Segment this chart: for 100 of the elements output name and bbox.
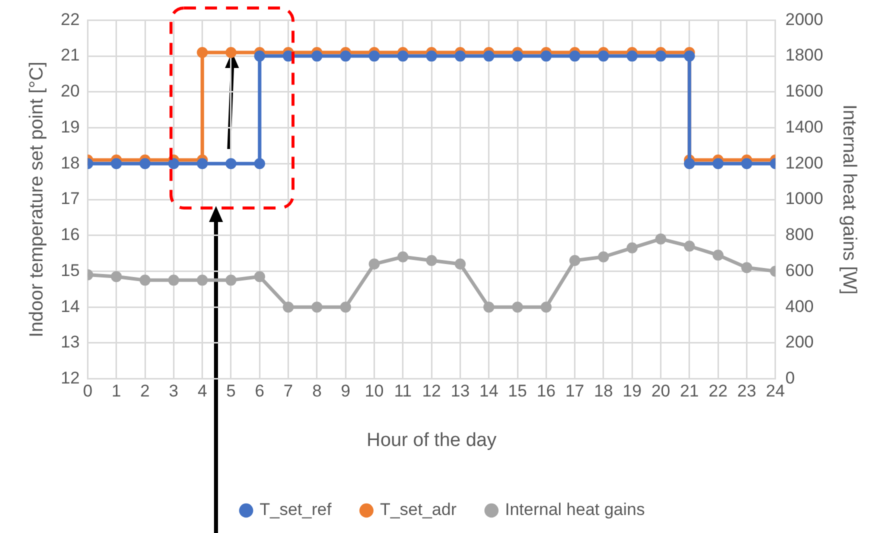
y-tick-label: 16 xyxy=(60,225,80,244)
x-tick-label: 0 xyxy=(82,382,92,401)
y2-tick-label: 0 xyxy=(785,368,795,388)
point xyxy=(196,274,208,286)
y-tick-label: 17 xyxy=(60,189,80,208)
point xyxy=(540,50,552,62)
x-tick-label: 18 xyxy=(594,382,613,401)
point xyxy=(598,50,609,62)
x-tick-label: 8 xyxy=(312,382,322,401)
y-tick-label: 12 xyxy=(60,368,80,388)
y2-tick-label: 600 xyxy=(785,260,814,280)
point xyxy=(397,251,408,262)
point xyxy=(454,50,466,62)
x-tick-label: 16 xyxy=(536,382,556,401)
point xyxy=(655,50,666,62)
point xyxy=(282,302,294,313)
point xyxy=(426,254,438,266)
point xyxy=(168,274,180,286)
point xyxy=(254,50,266,62)
point xyxy=(110,158,122,170)
y-axis-title: Indoor temperature set point [°C] xyxy=(26,62,48,338)
point xyxy=(684,158,695,170)
point xyxy=(712,158,724,170)
point xyxy=(684,240,695,252)
x-tick-label: 1 xyxy=(112,382,122,401)
point xyxy=(626,242,638,254)
x-tick-label: 23 xyxy=(737,382,756,401)
x-tick-label: 12 xyxy=(422,382,442,401)
y2-tick-label: 1600 xyxy=(785,82,824,101)
point xyxy=(655,233,666,244)
point xyxy=(426,50,438,62)
point xyxy=(741,262,752,274)
y2-tick-label: 1200 xyxy=(785,153,824,172)
point xyxy=(140,158,151,170)
legend-label: T_set_ref xyxy=(260,500,332,520)
point xyxy=(512,302,524,313)
y-tick-label: 18 xyxy=(60,153,80,172)
point xyxy=(225,274,236,286)
y2-tick-label: 2000 xyxy=(785,10,824,29)
point xyxy=(712,250,724,261)
legend-label: Internal heat gains xyxy=(504,500,645,520)
point xyxy=(311,302,322,313)
x-tick-label: 2 xyxy=(140,382,150,401)
x-tick-label: 22 xyxy=(708,382,728,401)
point xyxy=(340,50,352,62)
legend-label: T_set_adr xyxy=(380,500,457,520)
point xyxy=(512,50,524,62)
x-tick-label: 10 xyxy=(364,382,384,401)
point xyxy=(311,50,322,62)
x-tick-label: 7 xyxy=(284,382,294,401)
x-axis-title: Hour of the day xyxy=(366,430,497,451)
x-tick-label: 21 xyxy=(680,382,699,401)
x-tick-label: 11 xyxy=(394,382,412,401)
point xyxy=(569,50,580,62)
y2-tick-label: 800 xyxy=(785,225,814,244)
point xyxy=(483,50,494,62)
point xyxy=(168,158,180,170)
y2-tick-label: 1400 xyxy=(785,117,824,136)
y2-tick-label: 1000 xyxy=(785,189,824,208)
point xyxy=(741,158,752,170)
x-tick-label: 6 xyxy=(254,382,264,401)
point xyxy=(225,46,236,58)
point xyxy=(598,251,609,262)
point xyxy=(196,46,208,58)
point xyxy=(684,50,695,62)
x-tick-label: 9 xyxy=(340,382,350,401)
y2-tick-label: 400 xyxy=(785,296,814,316)
x-tick-label: 13 xyxy=(450,382,470,401)
x-tick-label: 4 xyxy=(198,382,208,401)
point xyxy=(140,274,151,286)
point xyxy=(196,158,208,170)
point xyxy=(254,158,266,170)
point xyxy=(626,50,638,62)
x-tick-label: 15 xyxy=(508,382,527,401)
point xyxy=(569,254,580,266)
x-tick-label: 19 xyxy=(622,382,642,401)
y-tick-label: 22 xyxy=(60,10,80,29)
x-tick-label: 3 xyxy=(168,382,178,401)
y-tick-label: 14 xyxy=(60,296,80,316)
y2-tick-label: 200 xyxy=(785,332,814,352)
point xyxy=(368,50,380,62)
point xyxy=(454,258,466,270)
point xyxy=(254,271,266,282)
x-tick-label: 17 xyxy=(565,382,584,401)
y-tick-label: 15 xyxy=(60,260,80,280)
x-tick-label: 14 xyxy=(479,382,498,401)
x-tick-label: 20 xyxy=(651,382,670,401)
x-tick-label: 24 xyxy=(766,382,785,401)
y2-tick-label: 1800 xyxy=(785,46,824,65)
point xyxy=(340,302,352,313)
y2-axis-title: Internal heat gains [W] xyxy=(838,104,860,295)
point xyxy=(483,302,494,313)
point xyxy=(110,271,122,282)
y-tick-label: 19 xyxy=(60,117,80,136)
point xyxy=(225,158,236,170)
y-tick-label: 21 xyxy=(60,46,80,65)
x-tick-label: 5 xyxy=(226,382,236,401)
point xyxy=(368,258,380,270)
y-tick-label: 20 xyxy=(60,82,80,101)
point xyxy=(397,50,408,62)
